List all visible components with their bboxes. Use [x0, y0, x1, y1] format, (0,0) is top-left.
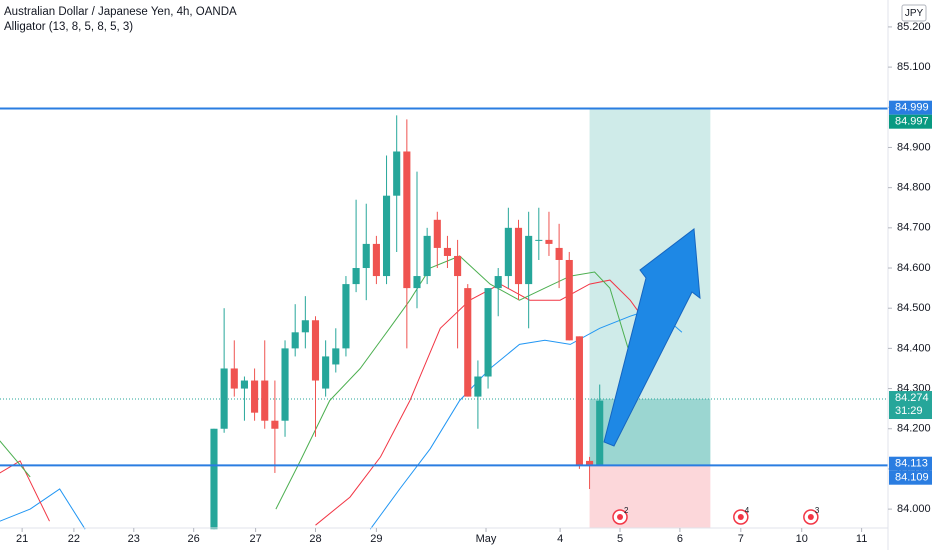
candle-body: [464, 288, 472, 397]
event-count[interactable]: 4: [745, 506, 750, 515]
candle-body: [596, 400, 604, 465]
price-label: 84.997: [895, 116, 929, 128]
candle-body: [281, 348, 289, 421]
candle-body: [291, 332, 299, 349]
alligator-line: [0, 307, 683, 530]
candle-body: [240, 380, 248, 389]
y-tick-label: 84.500: [897, 302, 931, 314]
current-price-label: 84.274: [895, 392, 929, 404]
x-tick-label: 7: [738, 533, 744, 545]
x-tick-label: 6: [677, 533, 683, 545]
x-tick-label: 10: [796, 533, 808, 545]
y-tick-label: 84.200: [897, 423, 931, 435]
x-tick-label: 28: [309, 533, 321, 545]
candle-body: [443, 247, 452, 256]
candle-body: [210, 428, 218, 530]
x-tick-label: 21: [16, 533, 28, 545]
candle-body: [301, 320, 309, 333]
current-price-bg: [889, 391, 932, 420]
event-dot: [617, 514, 624, 520]
candle-body: [261, 380, 269, 421]
candle-body: [504, 227, 512, 277]
plot-area: [0, 107, 888, 530]
candle-body: [403, 151, 411, 289]
candle-body: [332, 348, 340, 365]
event-count[interactable]: 3: [815, 506, 820, 515]
candle-body: [311, 320, 320, 381]
candle-body: [251, 380, 259, 413]
candle-body: [545, 239, 553, 244]
y-tick-label: 84.700: [897, 222, 931, 234]
price-label-bg: [889, 100, 932, 115]
y-tick-label: 84.000: [897, 503, 931, 515]
y-tick-label: 85.100: [897, 61, 931, 73]
candle-body: [433, 219, 441, 248]
candle-body: [322, 356, 330, 389]
candle-body: [271, 420, 279, 429]
candle-body: [575, 336, 583, 465]
candle-body: [382, 195, 391, 277]
indicator-label: Alligator (13, 8, 5, 8, 5, 3): [4, 21, 133, 33]
event-dot: [737, 514, 744, 520]
event-dot: [807, 514, 814, 520]
y-tick-label: 85.200: [897, 21, 931, 33]
candle-body: [484, 288, 492, 377]
candle-body: [362, 243, 370, 269]
candle-body: [413, 276, 421, 289]
candle-body: [565, 259, 573, 341]
candle-body: [514, 227, 523, 285]
price-label: 84.109: [895, 472, 929, 484]
candle-body: [525, 235, 533, 285]
x-tick-label: 4: [557, 533, 563, 545]
y-tick-label: 84.600: [897, 262, 931, 274]
currency-label[interactable]: JPY: [905, 8, 924, 19]
currency-box[interactable]: [901, 4, 927, 22]
y-tick-label: 84.400: [897, 342, 931, 354]
candle-body: [474, 376, 482, 397]
x-tick-label: 23: [128, 533, 140, 545]
x-tick-label: May: [476, 533, 497, 545]
countdown-label: 31:29: [895, 405, 923, 417]
candle-body: [535, 239, 543, 241]
price-label: 84.113: [895, 458, 928, 470]
x-tick-label: 5: [617, 533, 623, 545]
chart-title: Australian Dollar / Japanese Yen, 4h, OA…: [4, 6, 237, 18]
candle-body: [220, 368, 228, 429]
x-tick-label: 27: [249, 533, 261, 545]
candle-body: [494, 276, 502, 289]
candle-body: [342, 284, 350, 349]
price-label-bg: [889, 114, 932, 129]
price-label: 84.999: [895, 102, 929, 114]
x-tick-label: 11: [856, 533, 867, 545]
x-tick-label: 29: [370, 533, 382, 545]
stop-zone: [589, 465, 711, 528]
y-tick-label: 84.900: [897, 141, 931, 153]
candle-body: [555, 247, 563, 260]
candle-body: [393, 151, 401, 196]
candle-body: [352, 268, 360, 285]
candle-body: [423, 235, 431, 277]
price-label-bg: [889, 456, 932, 471]
candle-body: [372, 243, 380, 277]
y-tick-label: 84.800: [897, 182, 931, 194]
candle-body: [454, 255, 462, 277]
x-tick-label: 26: [188, 533, 200, 545]
x-tick-label: 22: [68, 533, 80, 545]
arrow-drawing: [603, 228, 701, 447]
event-count[interactable]: 2: [624, 506, 629, 515]
candle-body: [586, 460, 594, 465]
price-label-bg: [889, 470, 932, 485]
candle-body: [230, 368, 238, 389]
